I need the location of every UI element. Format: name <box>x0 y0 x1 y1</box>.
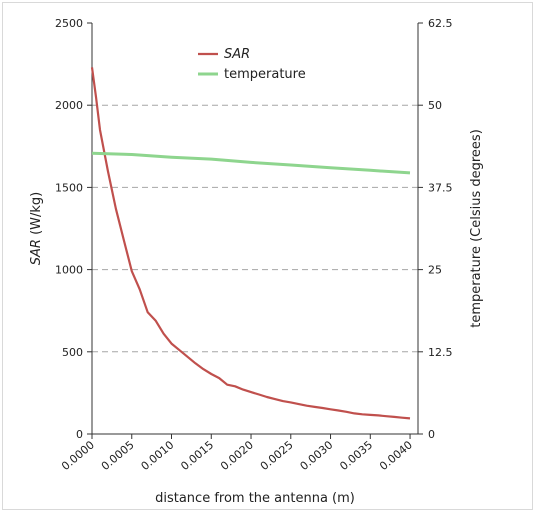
x-tick-label: 0.0035 <box>337 438 375 473</box>
y-right-tick-label: 12.5 <box>428 346 453 359</box>
y-left-tick-label: 0 <box>76 428 83 441</box>
chart-frame <box>2 2 533 510</box>
y-axis-left-label-italic: SAR <box>29 239 44 265</box>
x-tick-label: 0.0015 <box>178 438 216 473</box>
x-tick-label: 0.0000 <box>59 438 97 473</box>
y-right-tick-label: 37.5 <box>428 181 453 194</box>
series-line-temperature <box>91 151 411 175</box>
x-tick-label: 0.0025 <box>258 438 296 473</box>
x-tick-label: 0.0040 <box>377 438 415 473</box>
y-left-tick-label: 1500 <box>55 181 83 194</box>
tick-labels: 0 500 1000 1500 2000 2500 0 12.5 25 37.5 50 62.5 0.0… <box>55 17 453 473</box>
y-axis-right-label: temperature (Celsius degrees) <box>469 129 484 328</box>
x-tick-label: 0.0030 <box>298 438 336 473</box>
y-left-tick-label: 500 <box>62 346 83 359</box>
x-axis-label: distance from the antenna (m) <box>155 491 355 506</box>
x-tick-label: 0.0005 <box>99 438 137 473</box>
y-left-tick-label: 2000 <box>55 99 83 112</box>
y-right-tick-label: 62.5 <box>428 17 453 30</box>
legend: SAR temperature <box>198 47 306 82</box>
legend-label-temperature: temperature <box>224 67 306 82</box>
y-right-tick-label: 0 <box>428 428 435 441</box>
y-axis-left-label: SAR (W/kg) <box>29 192 44 265</box>
y-right-tick-label: 50 <box>428 99 442 112</box>
x-tick-label: 0.0010 <box>139 438 177 473</box>
y-axis-left-label-rest: (W/kg) <box>29 192 44 239</box>
series-line-sar <box>90 67 411 420</box>
legend-label-sar: SAR <box>224 47 250 62</box>
y-right-tick-label: 25 <box>428 264 442 277</box>
y-left-tick-label: 1000 <box>55 264 83 277</box>
x-tick-label: 0.0020 <box>218 438 256 473</box>
grid-lines <box>92 104 418 353</box>
y-left-tick-label: 2500 <box>55 17 83 30</box>
series-layer <box>90 67 411 420</box>
axes <box>87 22 423 439</box>
